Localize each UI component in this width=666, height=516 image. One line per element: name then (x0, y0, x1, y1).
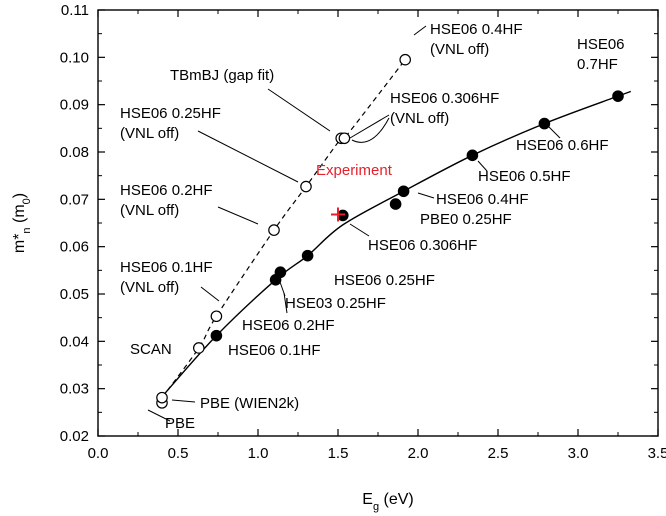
point-label: PBE (165, 415, 195, 432)
point-label: 0.7HF (577, 56, 618, 73)
filled-point (538, 117, 551, 130)
open-point (300, 180, 312, 193)
experiment-label: Experiment (316, 162, 393, 179)
y-tick-label: 0.07 (60, 191, 89, 208)
point-label: HSE06 0.1HF (228, 342, 321, 359)
open-point (399, 53, 411, 66)
y-axis-title: m*n (m0) (11, 193, 33, 253)
point-label: HSE06 (577, 36, 625, 53)
leader-line (283, 292, 288, 314)
point-label: (VNL off) (430, 41, 489, 58)
point-label: HSE06 0.6HF (516, 137, 609, 154)
open-point (268, 224, 280, 236)
leader-line (147, 409, 171, 422)
filled-point (210, 329, 223, 342)
point-label: HSE06 0.2HF (120, 182, 213, 199)
point-label: PBE (WIEN2k) (200, 395, 299, 412)
point-label: SCAN (130, 341, 172, 358)
annotations: PBE PBE (WIEN2k) SCAN HSE06 0.1HF (VNL off) H… (120, 21, 625, 432)
fit-curve-solid (161, 90, 632, 398)
point-label: HSE06 0.5HF (478, 168, 571, 185)
leader-line (267, 88, 331, 132)
leader-line (171, 399, 196, 403)
x-tick-label: 1.5 (328, 445, 349, 462)
leader-line (417, 192, 435, 199)
filled-point (389, 198, 402, 210)
point-label: HSE06 0.1HF (120, 259, 213, 276)
point-label: HSE06 0.25HF (120, 105, 221, 122)
leader-line (547, 125, 561, 139)
filled-point (612, 90, 624, 102)
y-tick-label: 0.05 (60, 286, 89, 303)
y-tick-label: 0.11 (61, 2, 89, 19)
leader-line (217, 206, 259, 225)
point-label: HSE06 0.306HF (368, 237, 477, 254)
open-point (156, 391, 168, 404)
filled-point (466, 149, 479, 162)
leader-curve (351, 117, 390, 143)
leader-line (279, 281, 286, 297)
point-label: (VNL off) (120, 125, 179, 142)
x-tick-label: 3.5 (648, 445, 666, 462)
point-label: HSE03 0.25HF (285, 295, 386, 312)
leader-line (349, 223, 370, 237)
axes: 0.0 0.5 1.0 1.5 2.0 2.5 3.0 3.5 0.02 0.03 0.04 0.05… (11, 2, 666, 513)
point-label: HSE06 0.4HF (436, 191, 529, 208)
y-tick-label: 0.10 (60, 49, 89, 66)
point-label: PBE0 0.25HF (420, 211, 512, 228)
point-label: (VNL off) (120, 202, 179, 219)
x-tick-label: 1.0 (248, 445, 269, 462)
open-point (338, 132, 351, 145)
x-tick-label: 0.0 (88, 445, 109, 462)
point-label: HSE06 0.306HF (390, 90, 499, 107)
filled-point (274, 266, 287, 279)
x-tick-label: 0.5 (168, 445, 189, 462)
point-label: HSE06 0.25HF (334, 272, 435, 289)
plot-area (156, 53, 632, 409)
point-label: (VNL off) (390, 110, 449, 127)
fit-curve-dashed (161, 59, 406, 399)
point-label: TBmBJ (gap fit) (170, 67, 274, 84)
open-point (210, 310, 223, 323)
y-tick-label: 0.09 (60, 97, 89, 114)
y-tick-label: 0.02 (60, 428, 89, 445)
filled-point (301, 249, 314, 262)
y-tick-label: 0.04 (60, 333, 89, 350)
leader-line (413, 25, 427, 36)
filled-point (397, 185, 410, 198)
y-tick-label: 0.03 (60, 381, 89, 398)
leader-line (349, 114, 390, 139)
y-tick-label: 0.06 (60, 239, 89, 256)
point-label: (VNL off) (120, 279, 179, 296)
leader-line (477, 160, 488, 172)
leader-line (200, 286, 220, 302)
x-tick-label: 2.0 (408, 445, 429, 462)
x-axis-title: Eg (eV) (362, 491, 413, 513)
point-label: HSE06 0.2HF (242, 317, 335, 334)
point-label: HSE06 0.4HF (430, 21, 523, 38)
leader-line (197, 130, 299, 183)
open-point (193, 342, 205, 354)
x-tick-label: 3.0 (568, 445, 589, 462)
y-tick-label: 0.08 (60, 144, 89, 161)
x-tick-label: 2.5 (488, 445, 509, 462)
